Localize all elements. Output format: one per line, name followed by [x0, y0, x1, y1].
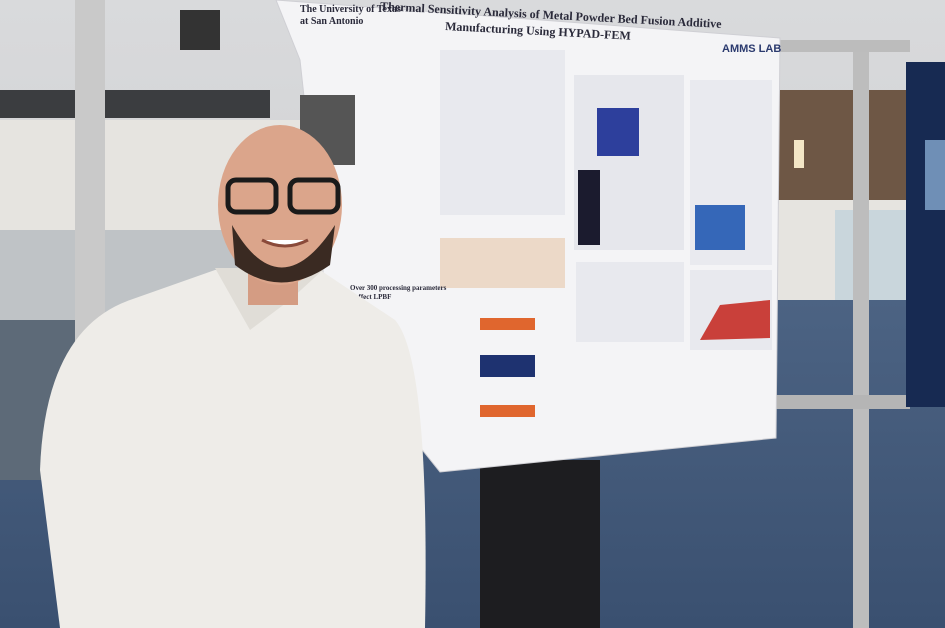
stage-light	[180, 10, 220, 50]
beard	[232, 225, 335, 283]
pole	[75, 0, 105, 360]
ceiling-beam	[0, 90, 270, 118]
glasses	[225, 177, 279, 215]
poster-figure	[578, 170, 600, 245]
rail	[780, 40, 910, 52]
face	[218, 125, 342, 285]
wall-lamp	[794, 140, 804, 168]
poster-box	[480, 355, 535, 377]
poster-panel	[440, 50, 565, 215]
rail	[770, 395, 910, 409]
pole	[853, 45, 869, 628]
poster-panel	[440, 238, 565, 288]
institution: The University of Texas	[300, 4, 401, 15]
glasses	[287, 177, 341, 215]
banner	[906, 62, 945, 407]
poster-box	[480, 405, 535, 417]
lab-logo: AMMS LAB	[722, 43, 781, 55]
institution: at San Antonio	[300, 16, 363, 27]
poster-note: affect LPBF	[355, 293, 391, 301]
person-legs	[480, 460, 600, 628]
banner-image	[925, 140, 945, 210]
poster-figure	[597, 108, 639, 156]
poster-panel	[576, 262, 684, 342]
poster-note: Over 300 processing parameters	[350, 284, 447, 292]
poster-box	[480, 318, 535, 330]
smile	[261, 238, 309, 248]
shirt	[40, 270, 426, 628]
poster-figure	[695, 205, 745, 250]
poster-figure	[700, 300, 770, 340]
